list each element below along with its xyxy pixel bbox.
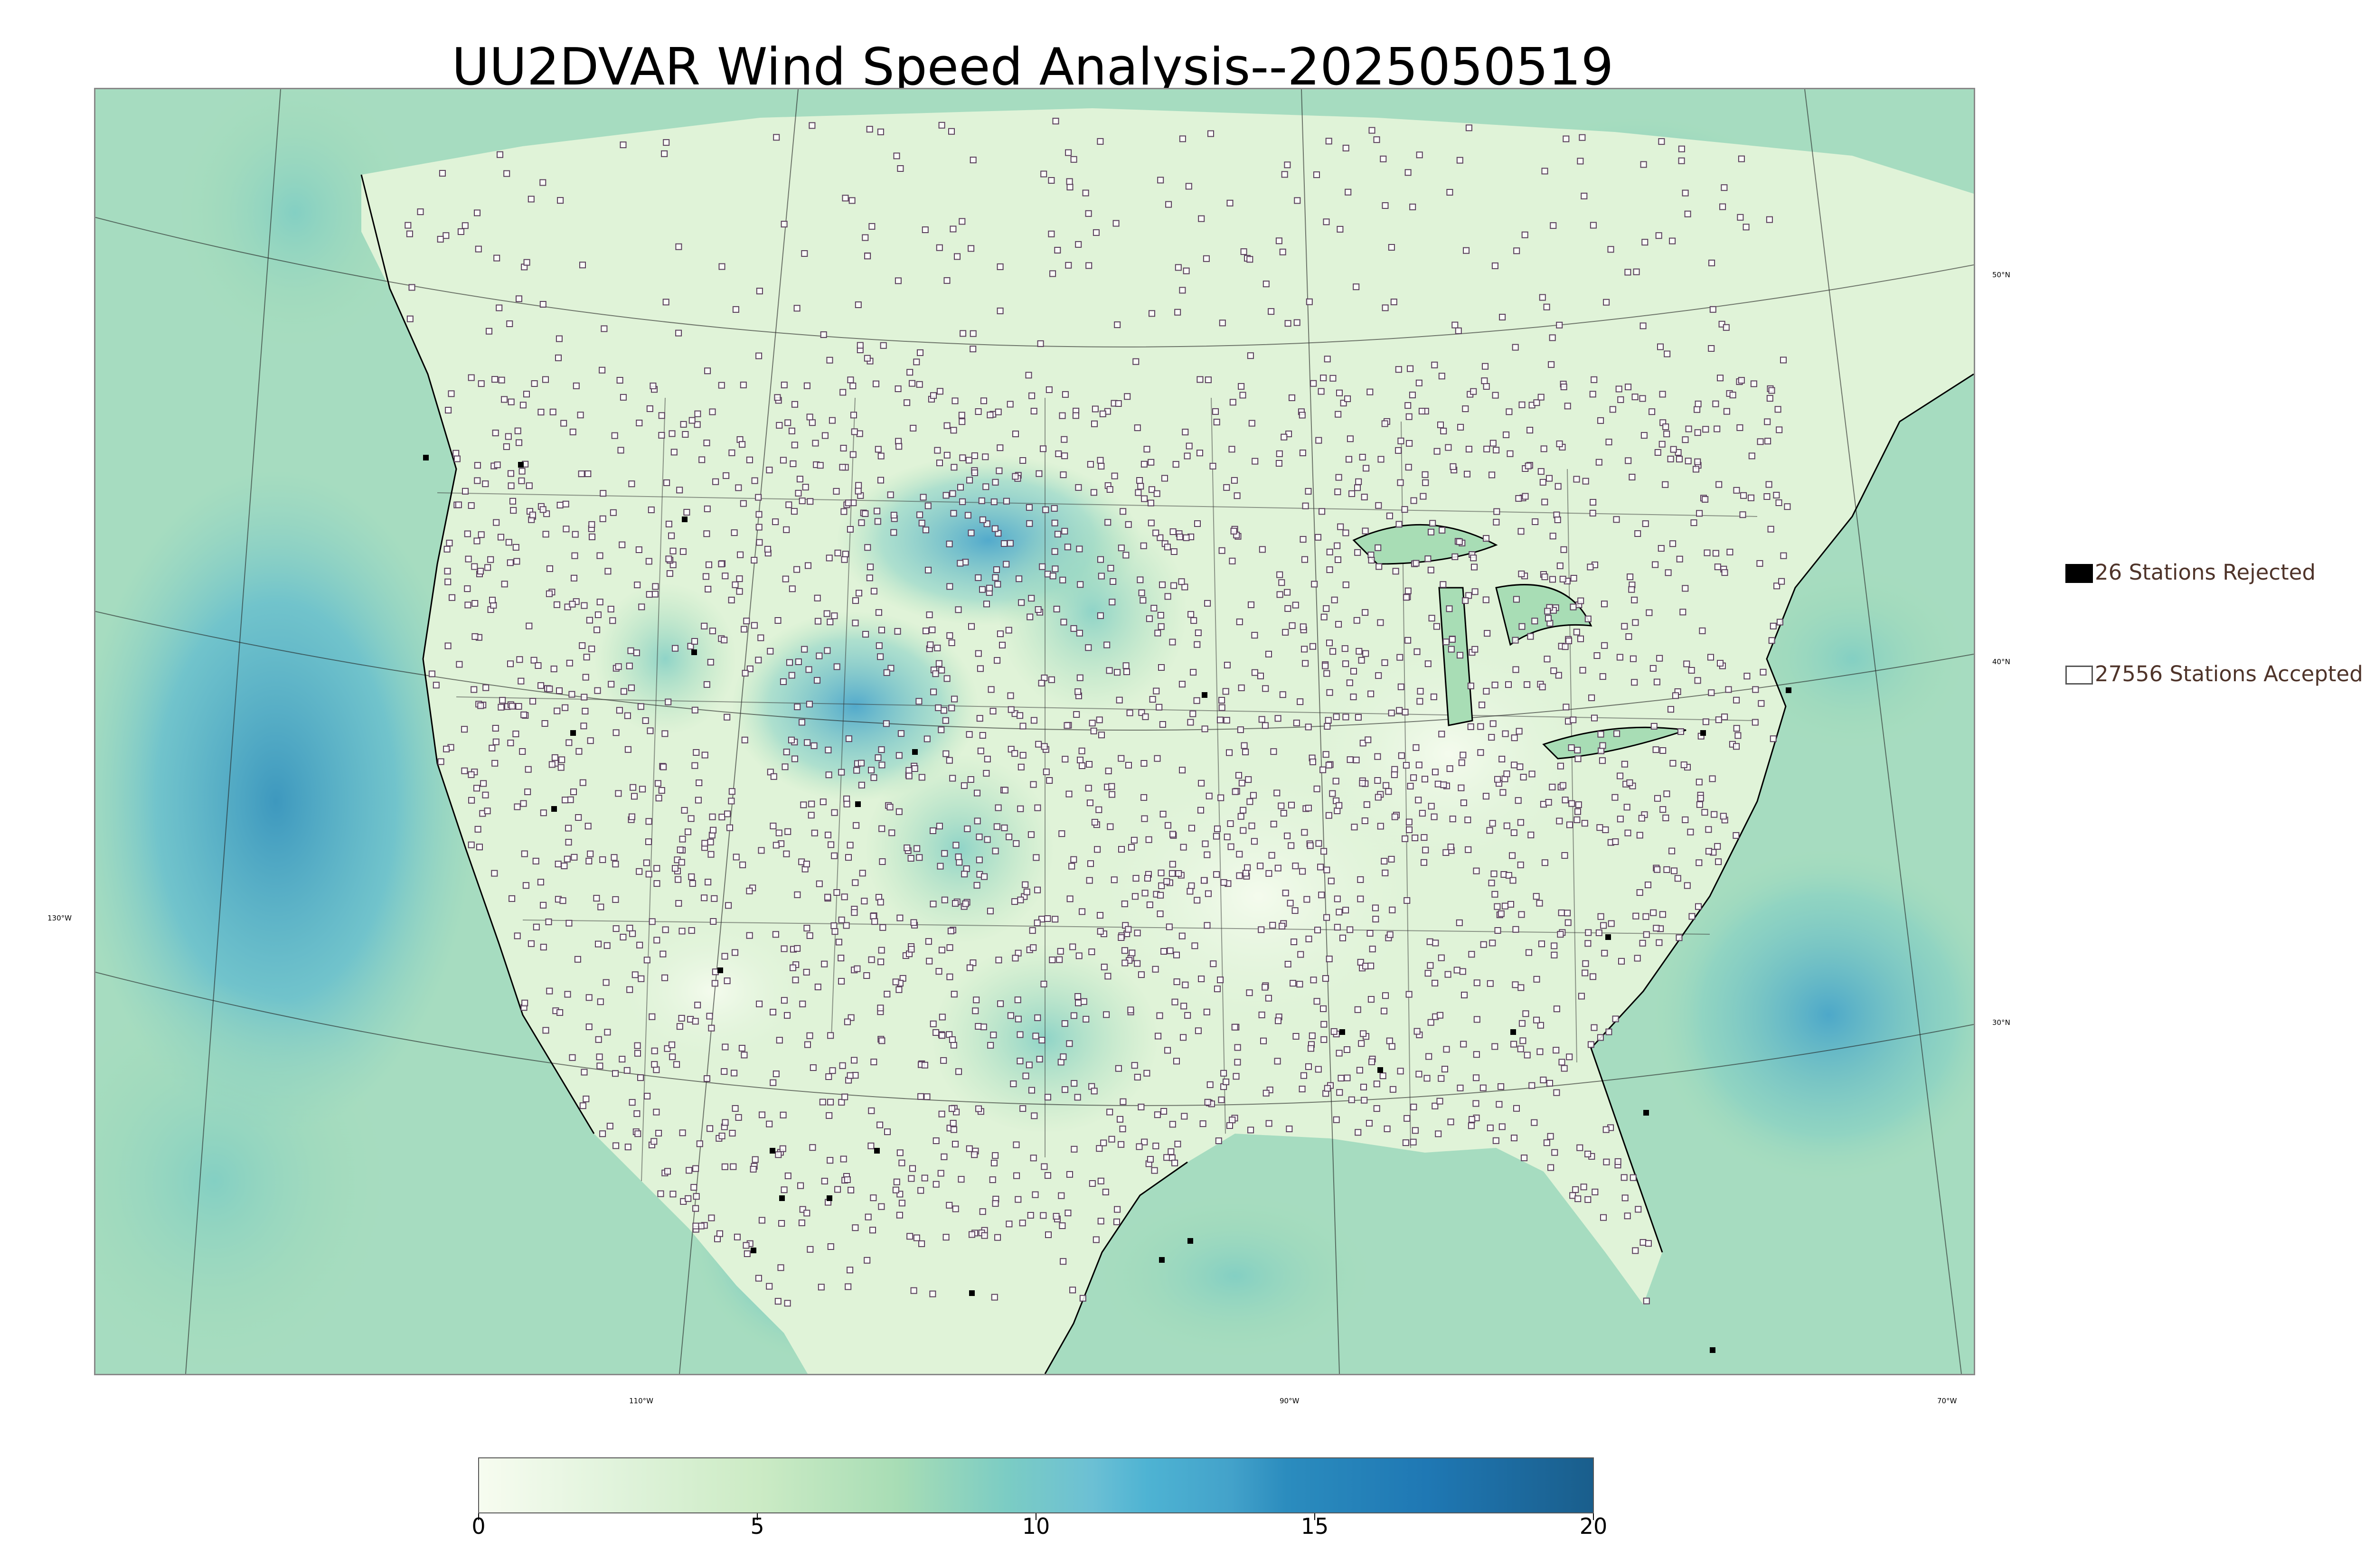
lat-label-40n: 40°N: [1992, 657, 2010, 666]
colorbar: [478, 1457, 1594, 1513]
station-markers: [405, 118, 1791, 1307]
accepted-swatch-icon: [2065, 666, 2093, 685]
legend-accepted-label: 27556 Stations Accepted: [2095, 661, 2363, 686]
lon-label-90w: 90°W: [1280, 1397, 1300, 1405]
legend-rejected: 26 Stations Rejected: [2065, 559, 2316, 585]
lon-label-130w: 130°W: [47, 914, 72, 922]
wind-speed-map: [95, 89, 1974, 1374]
colorbar-tick-label: 5: [750, 1513, 764, 1539]
colorbar-tick-label: 0: [471, 1513, 486, 1539]
colorbar-tick-label: 15: [1300, 1513, 1329, 1539]
lat-label-50n: 50°N: [1992, 271, 2010, 279]
lon-label-70w: 70°W: [1937, 1397, 1957, 1405]
legend-accepted: 27556 Stations Accepted: [2065, 661, 2363, 687]
map-title: UU2DVAR Wind Speed Analysis--2025050519: [452, 38, 1614, 97]
lon-label-110w: 110°W: [629, 1397, 653, 1405]
colorbar-tick-label: 20: [1579, 1513, 1608, 1539]
colorbar-tick: [478, 1513, 479, 1520]
rejected-station-markers: [423, 455, 1791, 1353]
coastlines: [360, 174, 1974, 1374]
colorbar-tick-label: 10: [1022, 1513, 1050, 1539]
legend-rejected-label: 26 Stations Rejected: [2095, 560, 2316, 585]
colorbar-tick: [1593, 1513, 1594, 1520]
map-panel[interactable]: [94, 88, 1975, 1375]
lat-label-30n: 30°N: [1992, 1018, 2010, 1027]
rejected-swatch-icon: [2065, 564, 2093, 583]
colorbar-tick: [757, 1513, 758, 1520]
colorbar-tick: [1314, 1513, 1315, 1520]
